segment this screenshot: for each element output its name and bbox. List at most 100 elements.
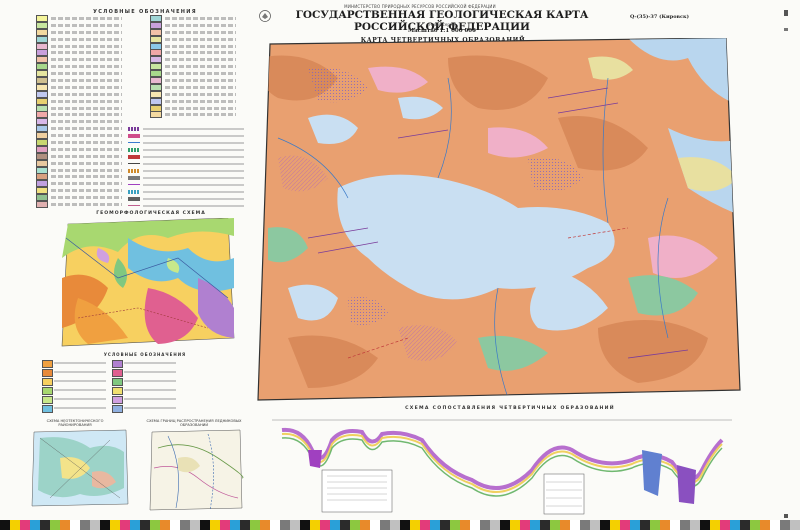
geomorph-legend-text xyxy=(124,398,176,400)
legend-swatch xyxy=(150,63,162,71)
color-bar-cell xyxy=(460,520,470,530)
color-bar-cell xyxy=(210,520,220,530)
color-bar-cell xyxy=(640,520,650,530)
geomorph-legend-text xyxy=(54,407,106,409)
color-bar-cell xyxy=(790,520,800,530)
color-bar-cell xyxy=(480,520,490,530)
legend-text-lines xyxy=(165,72,236,76)
color-bar-cell xyxy=(50,520,60,530)
legend-swatch xyxy=(36,194,48,202)
legend-entry xyxy=(150,49,236,57)
color-bar-cell xyxy=(110,520,120,530)
legend-text-lines xyxy=(165,51,236,55)
legend-entry xyxy=(150,76,236,84)
legend-entry xyxy=(150,111,236,119)
geomorph-legend-swatch xyxy=(42,405,53,413)
color-bar-cell xyxy=(470,520,480,530)
legend-entry xyxy=(36,90,122,98)
color-bar-cell xyxy=(0,520,10,530)
geomorph-legend-swatch xyxy=(112,360,123,368)
legend-text-lines xyxy=(51,37,122,41)
legend-text-lines xyxy=(51,44,122,48)
sheet-edge-markers xyxy=(784,10,788,518)
legend-text-lines xyxy=(51,30,122,34)
legend-entry xyxy=(36,21,122,29)
legend-entry xyxy=(150,35,236,43)
legend-symbol xyxy=(128,182,140,187)
legend-symbol-text xyxy=(143,169,244,172)
legend-symbol-entry xyxy=(128,195,244,202)
color-bar-cell xyxy=(720,520,730,530)
color-bar-cell xyxy=(270,520,280,530)
legend-symbol xyxy=(128,161,140,166)
color-bar-cell xyxy=(670,520,680,530)
legend-swatch xyxy=(36,14,48,22)
legend-symbol-text xyxy=(143,127,244,130)
legend-text-lines xyxy=(165,37,236,41)
legend-swatch xyxy=(36,138,48,146)
legend-text-lines xyxy=(165,78,236,82)
geomorph-legend-swatch xyxy=(112,396,123,404)
color-bar-cell xyxy=(630,520,640,530)
legend-swatch xyxy=(36,90,48,98)
legend-swatch xyxy=(36,104,48,112)
color-bar-cell xyxy=(550,520,560,530)
legend-symbol-text xyxy=(143,197,244,200)
legend-text-lines xyxy=(51,182,122,186)
legend-entry xyxy=(36,118,122,126)
legend-symbol xyxy=(128,189,140,194)
geomorph-legend-swatch xyxy=(42,360,53,368)
legend-column-right xyxy=(150,14,236,119)
color-bar-cell xyxy=(320,520,330,530)
color-bar-cell xyxy=(530,520,540,530)
color-bar-cell xyxy=(620,520,630,530)
legend-text-lines xyxy=(51,106,122,110)
legend-symbol-text xyxy=(143,183,244,186)
geomorph-legend-text xyxy=(124,407,176,409)
geomorph-legend-swatch xyxy=(112,369,123,377)
color-bar-cell xyxy=(170,520,180,530)
color-bar-cell xyxy=(740,520,750,530)
main-geological-map xyxy=(257,38,741,401)
color-bar-cell xyxy=(650,520,660,530)
legend-text-lines xyxy=(165,58,236,62)
legend-entry xyxy=(36,14,122,22)
legend-entry xyxy=(150,83,236,91)
legend-symbol-entry xyxy=(128,139,244,146)
inset-neotectonic-title: СХЕМА НЕОТЕКТОНИЧЕСКОГО РАЙОНИРОВАНИЯ xyxy=(46,419,104,427)
legend-text-lines xyxy=(165,99,236,103)
legend-swatch xyxy=(150,21,162,29)
legend-swatch xyxy=(36,49,48,57)
legend-entry xyxy=(36,166,122,174)
inset-glacial-title: СХЕМА ГРАНИЦ РАСПРОСТРАНЕНИЯ ЛЕДНИКОВЫХ … xyxy=(146,419,242,427)
legend-text-lines xyxy=(51,147,122,151)
legend-entry xyxy=(36,28,122,36)
legend-swatch xyxy=(150,104,162,112)
color-bar-cell xyxy=(100,520,110,530)
color-bar-cell xyxy=(140,520,150,530)
legend-swatch xyxy=(150,28,162,36)
legend-entry xyxy=(36,76,122,84)
legend-text-lines xyxy=(51,202,122,206)
color-bar-cell xyxy=(120,520,130,530)
inset-glacial-map xyxy=(149,429,244,511)
color-bar-cell xyxy=(300,520,310,530)
color-bar-cell xyxy=(430,520,440,530)
legend-symbol xyxy=(128,154,140,159)
color-bar-cell xyxy=(340,520,350,530)
color-bar-cell xyxy=(400,520,410,530)
legend-entry xyxy=(36,201,122,208)
color-bar-cell xyxy=(310,520,320,530)
legend-swatch xyxy=(36,28,48,36)
geomorph-legend-swatch xyxy=(42,387,53,395)
color-bar-cell xyxy=(770,520,780,530)
legend-text-lines xyxy=(51,154,122,158)
legend-text-lines xyxy=(51,196,122,200)
color-bar-cell xyxy=(90,520,100,530)
legend-swatch xyxy=(36,83,48,91)
legend-entry xyxy=(36,111,122,119)
legend-symbol-entry xyxy=(128,132,244,139)
legend-entry xyxy=(150,90,236,98)
legend-text-lines xyxy=(51,134,122,138)
legend-text-lines xyxy=(165,65,236,69)
